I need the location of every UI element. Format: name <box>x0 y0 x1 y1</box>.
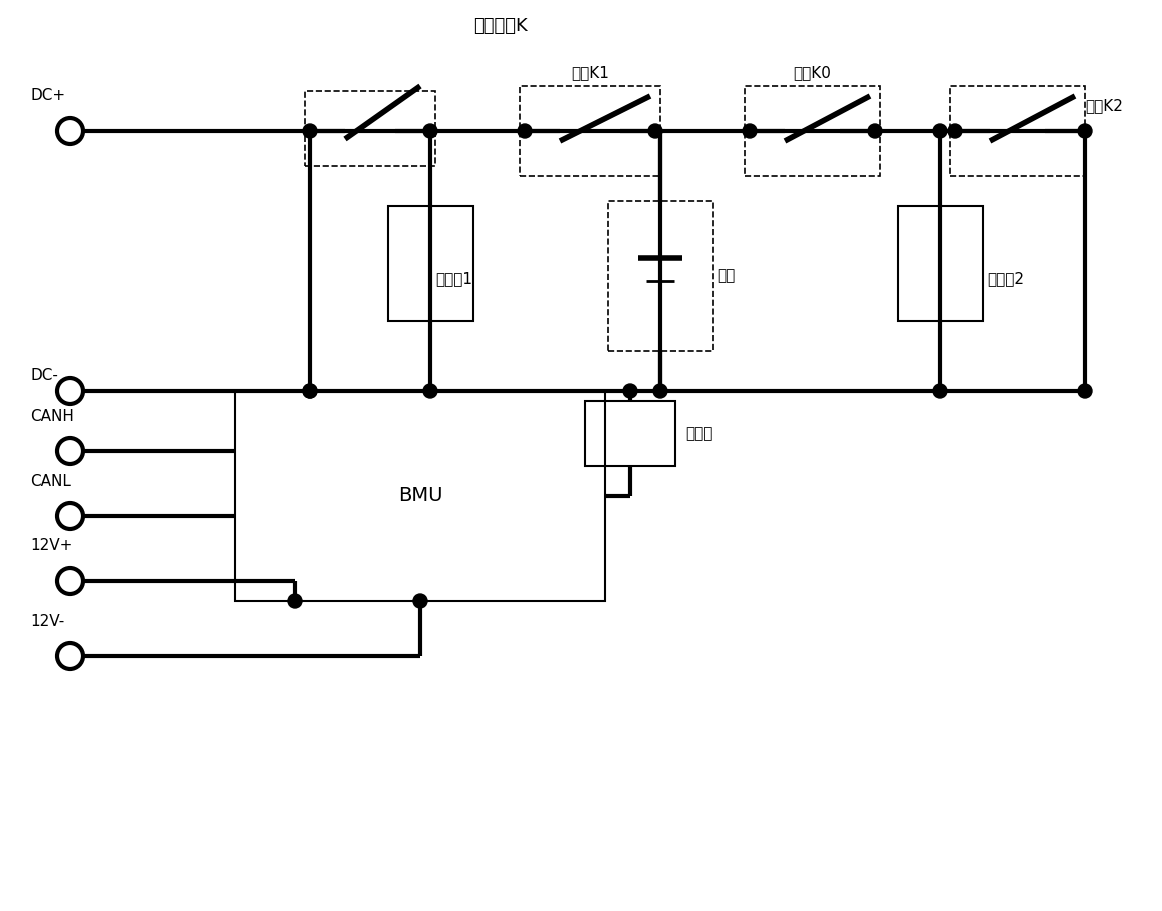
Text: 开关K0: 开关K0 <box>794 66 832 80</box>
Bar <box>521 86 660 176</box>
Text: 开关K1: 开关K1 <box>571 66 609 80</box>
Circle shape <box>413 594 426 608</box>
Bar <box>387 206 473 321</box>
Bar <box>745 86 880 176</box>
Text: 电池: 电池 <box>717 269 736 283</box>
Bar <box>584 401 675 466</box>
Circle shape <box>423 124 437 138</box>
Circle shape <box>948 124 962 138</box>
Text: CANH: CANH <box>30 408 74 424</box>
Text: BMU: BMU <box>397 486 443 506</box>
Circle shape <box>933 124 947 138</box>
Bar <box>304 91 435 166</box>
Circle shape <box>303 384 317 398</box>
Circle shape <box>623 384 637 398</box>
Bar <box>897 206 983 321</box>
Circle shape <box>518 124 532 138</box>
Bar <box>235 391 605 601</box>
Text: 加热片1: 加热片1 <box>435 271 472 286</box>
Circle shape <box>303 124 317 138</box>
Text: CANL: CANL <box>30 474 71 488</box>
Circle shape <box>648 124 662 138</box>
Text: 开关K2: 开关K2 <box>1085 98 1122 114</box>
Circle shape <box>1078 384 1092 398</box>
Text: 12V+: 12V+ <box>30 538 72 554</box>
Circle shape <box>288 594 302 608</box>
Text: DC+: DC+ <box>30 88 65 104</box>
Circle shape <box>303 384 317 398</box>
Text: 加热片2: 加热片2 <box>988 271 1025 286</box>
Bar <box>608 201 712 351</box>
Text: 传感器: 传感器 <box>686 426 712 441</box>
Circle shape <box>743 124 756 138</box>
Text: 总控开关K: 总控开关K <box>473 17 528 35</box>
Circle shape <box>423 384 437 398</box>
Text: DC-: DC- <box>30 369 58 384</box>
Circle shape <box>933 384 947 398</box>
Text: 12V-: 12V- <box>30 613 64 629</box>
Circle shape <box>868 124 882 138</box>
Circle shape <box>653 384 667 398</box>
Circle shape <box>1078 124 1092 138</box>
Bar <box>951 86 1085 176</box>
